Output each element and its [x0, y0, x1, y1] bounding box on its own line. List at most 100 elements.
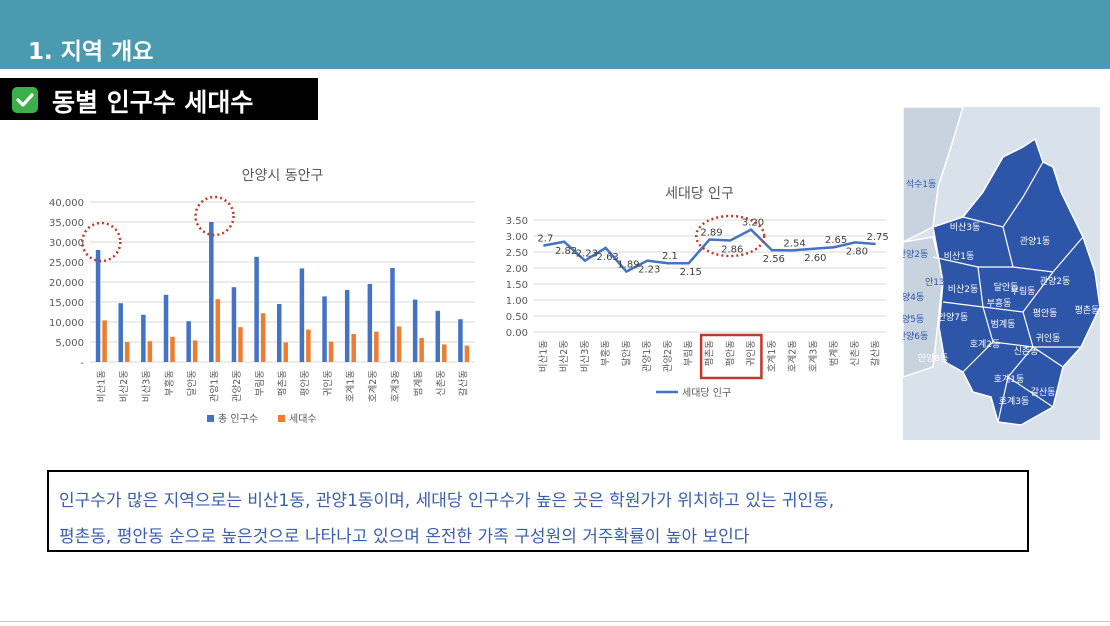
bar-households	[306, 329, 311, 362]
bar-population	[231, 287, 237, 362]
data-label: 2.60	[804, 253, 826, 264]
section-title: 동별 인구수 세대수	[52, 88, 254, 117]
x-tick-label: 호계2동	[787, 340, 799, 373]
x-tick-label: 귀인동	[323, 370, 334, 396]
bar-population	[344, 290, 350, 362]
data-label: 2.54	[783, 238, 805, 249]
footer-divider	[0, 621, 1110, 622]
x-tick-label: 부림동	[683, 340, 695, 366]
map-label: 안양7동	[938, 312, 969, 323]
data-label: 2.23	[638, 265, 660, 276]
x-tick-label: 범계동	[828, 340, 840, 366]
y-tick-label: 35,000	[49, 218, 84, 229]
x-tick-label: 신촌동	[850, 340, 861, 366]
legend-swatch-population	[207, 415, 214, 422]
bar-households	[464, 345, 470, 362]
page-title: 1. 지역 개요	[28, 39, 154, 65]
series-line	[543, 228, 876, 274]
x-tick-label: 관양1동	[642, 340, 653, 373]
legend-label: 세대당 인구	[682, 387, 731, 399]
x-tick-label: 평촌동	[278, 370, 289, 396]
x-tick-label: 귀인동	[746, 340, 757, 366]
bar-population	[95, 250, 101, 362]
map-label: 신촌동	[1014, 346, 1039, 357]
data-label: 2.80	[846, 246, 868, 257]
x-tick-label: 관양1동	[210, 370, 221, 403]
bar-households	[396, 326, 402, 362]
map-label: 안13동	[925, 277, 953, 288]
data-label: 2.15	[680, 267, 702, 278]
x-tick-label: 호계2동	[367, 370, 379, 403]
x-tick-label: 부흥동	[163, 370, 175, 396]
map-label: 호계1동	[994, 373, 1025, 385]
bar-households	[102, 320, 107, 362]
bar-households	[442, 344, 447, 362]
y-tick-label: 30,000	[49, 238, 84, 249]
data-label: 2.82	[555, 246, 577, 257]
x-tick-label: 호계1동	[344, 370, 356, 403]
map-label: 비산1동	[944, 251, 975, 262]
x-tick-label: 관양2동	[663, 340, 674, 373]
x-tick-label: 평안동	[300, 370, 311, 396]
bar-population	[390, 268, 395, 362]
map-label: 부흥동	[987, 297, 1012, 309]
summary-line-1: 인구수가 많은 지역으로는 비산1동, 관양1동이며, 세대당 인구수가 높은 …	[59, 491, 835, 511]
section-heading: 동별 인구수 세대수	[0, 78, 318, 120]
bar-population	[412, 299, 418, 362]
y-tick-label: 2.50	[506, 248, 528, 259]
y-tick-label: 5,000	[55, 338, 84, 349]
x-tick-label: 평안동	[725, 340, 736, 366]
bar-households	[170, 336, 175, 362]
y-tick-label: -	[80, 358, 84, 369]
data-label: 2.75	[866, 232, 888, 243]
y-tick-label: 0.50	[506, 312, 528, 323]
x-tick-label: 부림동	[254, 370, 266, 396]
bar-households	[260, 313, 266, 362]
bar-households	[374, 331, 379, 362]
y-tick-label: 0.00	[506, 328, 528, 339]
x-tick-label: 관양2동	[232, 370, 243, 403]
map-label: 갈산동	[1031, 387, 1056, 398]
legend-label-households: 세대수	[289, 413, 317, 425]
y-tick-label: 2.00	[506, 264, 528, 275]
bar-households	[192, 340, 198, 362]
map-label: 평촌동	[1075, 305, 1100, 316]
map-label: 범계동	[991, 318, 1016, 330]
bar-population	[458, 319, 463, 362]
x-tick-label: 갈산동	[458, 370, 470, 396]
data-label: 2.7	[537, 234, 553, 245]
map-label: 관양2동	[1040, 276, 1071, 287]
bar-population	[367, 284, 373, 362]
bar-population	[209, 222, 214, 362]
map-label: 안양2동	[903, 249, 928, 260]
x-tick-label: 호계1동	[766, 340, 778, 373]
x-tick-label: 부흥동	[600, 340, 612, 366]
map-left-region	[903, 236, 944, 378]
data-label: 2.86	[721, 244, 743, 255]
bar-population	[435, 310, 441, 362]
map-label: 관양1동	[1020, 236, 1051, 247]
y-tick-label: 3.00	[506, 232, 528, 243]
x-tick-label: 범계동	[412, 370, 424, 396]
line-chart-per-household: 세대당 인구 0.00 0.50 1.00 1.50 2.00 2.50 3.00 3.50 2.…	[506, 186, 889, 399]
data-label: 2.89	[700, 228, 722, 239]
highlight-box	[699, 333, 763, 380]
bar-households	[238, 327, 243, 362]
data-label: 2.65	[825, 235, 847, 246]
bar-chart-population: 안양시 동안구 - 5,000 10,000 15,000 20,000 25,000 30,…	[49, 168, 475, 425]
legend-label-population: 총 인구수	[218, 413, 258, 425]
bar-households	[419, 338, 424, 362]
data-label: 3.20	[742, 218, 764, 229]
data-label: 1.89	[617, 260, 639, 271]
x-tick-label: 비산2동	[119, 370, 130, 403]
y-tick-label: 15,000	[49, 298, 84, 309]
map-label: 부림동	[1011, 285, 1036, 297]
map-label: 호계2동	[970, 338, 1001, 350]
x-tick-label: 호계3동	[390, 370, 402, 403]
map-label: 호계3동	[999, 395, 1030, 407]
y-tick-label: 10,000	[49, 318, 84, 329]
bar-population	[254, 256, 259, 362]
data-label: 2.56	[763, 254, 785, 265]
highlight-circle	[81, 221, 122, 263]
